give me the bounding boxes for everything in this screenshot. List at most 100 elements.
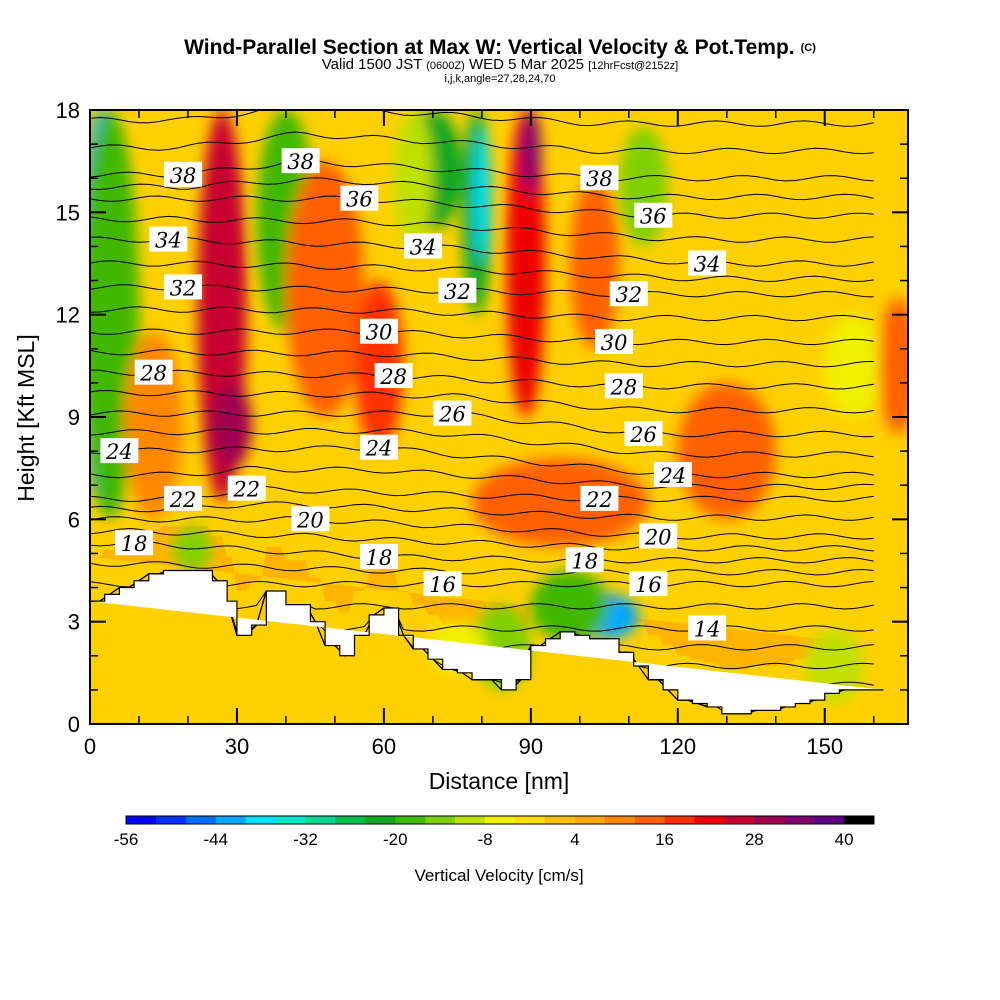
colorbar-tick-label: 40 [835,830,854,849]
theta-label-box [595,328,634,354]
colorbar-tick-labels: -56 -44 -32 -20 -8 4 16 28 40 [114,830,854,849]
theta-label: 24 [100,438,139,464]
terrain-mask [90,569,884,715]
vertical-velocity-cell [530,570,610,643]
theta-contour-line [90,389,874,414]
theta-label: 38 [164,161,203,188]
theta-label-text: 28 [379,365,407,389]
theta-label: 32 [438,277,477,304]
theta-contour-line [90,428,874,458]
theta-label-box [688,615,727,641]
theta-label: 18 [565,547,604,573]
theta-label: 16 [629,571,668,597]
theta-label-box [423,571,462,597]
theta-label-text: 36 [640,205,667,229]
colorbar-swatch [724,816,755,824]
theta-contour-line [90,158,874,182]
theta-label-box [134,359,173,385]
chart-title: Wind-Parallel Section at Max W: Vertical… [184,36,795,59]
theta-label-text: 38 [586,167,613,191]
theta-label: 20 [291,506,330,532]
vertical-velocity-cell [521,110,541,196]
colorbar-swatch [664,816,695,824]
theta-contour-line [90,369,874,390]
colorbar-swatch [754,816,785,824]
y-axis-label: Height [Kft MSL] [13,334,39,501]
y-tick-label: 0 [68,712,80,737]
theta-label-text: 32 [170,276,197,300]
theta-contour-line [90,516,874,540]
valid-date: WED 5 Mar 2025 [468,56,585,73]
theta-label: 24 [653,461,692,488]
theta-label: 32 [609,281,648,307]
theta-label: 14 [688,615,727,641]
colorbar-swatch [784,816,815,824]
theta-contour-line [90,284,874,298]
y-tick-label: 9 [68,405,80,430]
theta-label: 26 [433,400,472,427]
theta-label-box [164,161,203,187]
theta-label: 22 [164,485,203,512]
theta-label-text: 38 [170,164,197,188]
forecast-info: [12hrFcst@2152z] [588,60,679,72]
theta-label-box [580,485,619,511]
theta-label-text: 20 [296,508,324,532]
theta-contour-line [90,465,874,491]
colorbar-swatch [215,816,246,824]
colorbar-tick-label: -32 [293,830,318,849]
theta-contour-line [90,527,874,552]
colorbar [125,815,875,825]
theta-label: 18 [115,530,154,556]
colorbar-swatch [155,816,187,824]
theta-label-text: 26 [438,403,466,427]
y-tick-label: 6 [68,507,80,532]
colorbar-swatch [814,816,845,824]
colorbar-tick-label: -20 [383,830,408,849]
x-tick-label: 30 [225,734,249,759]
theta-label-box [580,165,619,191]
colorbar-swatch [245,816,276,824]
valid-time: Valid 1500 JST [321,56,423,73]
x-axis-label: Distance [nm] [429,768,570,794]
theta-contour-line [90,501,874,521]
theta-label: 32 [164,274,203,300]
theta-contour-line [90,236,874,267]
theta-label-text: 16 [429,573,456,597]
theta-label-box [115,530,154,556]
theta-label: 34 [688,250,727,277]
colorbar-swatch [395,816,426,824]
theta-label-text: 36 [346,188,373,212]
vertical-velocity-cell [393,110,433,247]
theta-label: 24 [359,434,398,461]
vertical-velocity-cell [474,127,490,264]
x-tick-label: 60 [372,734,396,759]
colorbar-swatch [305,816,336,824]
colorbar-frame [125,815,875,825]
theta-contour-line [90,486,874,503]
vertical-velocity-cell [285,161,365,417]
theta-label-box [604,373,643,399]
colorbar-tick-label: -44 [203,830,228,849]
y-tick-label: 12 [56,303,80,328]
colorbar-tick-label: -56 [114,830,139,849]
theta-label-text: 26 [629,423,657,447]
theta-label-box [374,363,413,389]
theta-label-text: 34 [410,235,437,259]
theta-label-text: 34 [155,229,182,253]
grid-index-info: i,j,k,angle=27,28,24,70 [444,73,556,85]
vertical-velocity-cell [570,178,620,349]
colorbar-swatch [694,816,725,824]
chart-title-unit: (C) [800,42,816,54]
low-level-band [90,526,879,670]
theta-label-box [629,571,668,597]
theta-label-box [149,226,188,252]
theta-label: 16 [423,571,462,597]
theta-label-text: 24 [105,440,133,464]
theta-label-text: 38 [287,150,314,174]
theta-label: 18 [359,543,398,570]
theta-label: 30 [595,328,634,355]
theta-label: 28 [374,363,413,389]
colorbar-swatch [365,816,396,824]
theta-label-box [404,233,443,259]
